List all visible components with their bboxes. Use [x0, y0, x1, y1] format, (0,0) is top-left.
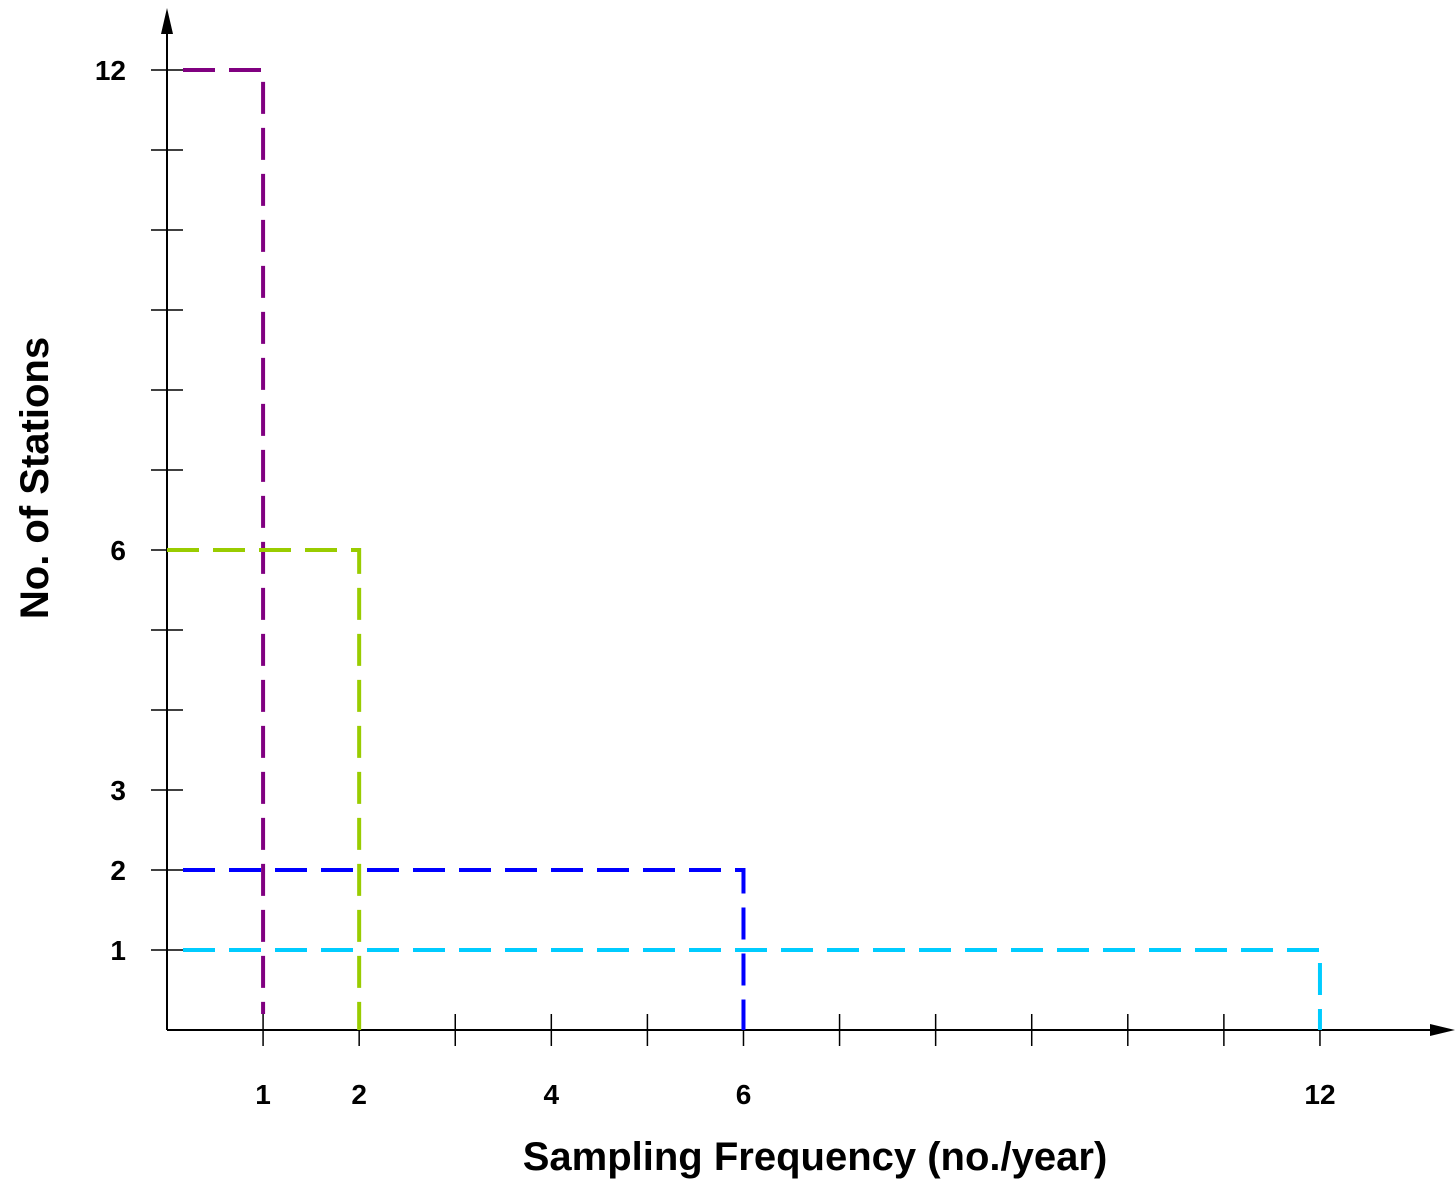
x-axis-title: Sampling Frequency (no./year) — [523, 1135, 1108, 1179]
y-tick-label: 2 — [110, 855, 126, 886]
x-axis-arrow — [1430, 1024, 1455, 1036]
y-tick-label: 3 — [110, 775, 126, 806]
axes — [151, 8, 1455, 1046]
x-tick-label: 2 — [351, 1079, 367, 1110]
x-tick-label: 1 — [255, 1079, 271, 1110]
y-axis-title: No. of Stations — [13, 337, 57, 619]
series-line — [183, 948, 1322, 1030]
series-layer — [167, 68, 1322, 1030]
x-tick-label: 12 — [1304, 1079, 1335, 1110]
y-tick-label: 6 — [110, 535, 126, 566]
series-line — [167, 548, 362, 1030]
x-tick-label: 4 — [544, 1079, 560, 1110]
x-tick-label: 6 — [736, 1079, 752, 1110]
y-tick-label: 12 — [95, 55, 126, 86]
series-line — [183, 868, 746, 1030]
y-axis-arrow — [161, 8, 173, 34]
y-tick-label: 1 — [110, 935, 126, 966]
series-line — [183, 68, 266, 1014]
